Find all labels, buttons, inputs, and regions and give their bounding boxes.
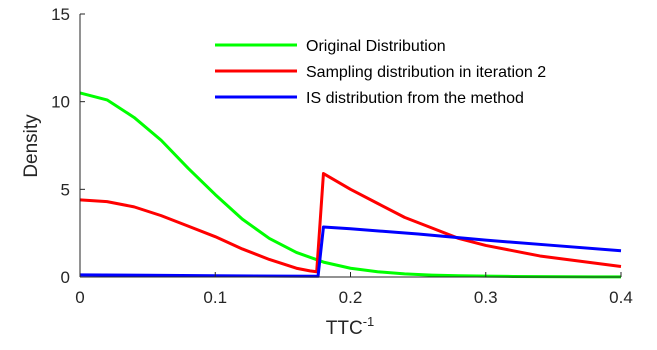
y-tick-label: 0 <box>61 268 70 287</box>
x-tick-label: 0 <box>75 288 84 307</box>
series-line-1 <box>79 91 621 279</box>
x-tick-label: 0.1 <box>203 288 227 307</box>
x-axis-ticks: 0 0.1 0.2 0.3 0.4 <box>75 272 633 307</box>
y-tick-label: 15 <box>51 5 70 24</box>
y-tick-label: 10 <box>51 93 70 112</box>
legend-entry-2: Sampling distribution in iteration 2 <box>306 64 546 81</box>
x-tick-label: 0.3 <box>474 288 498 307</box>
y-axis-ticks: 0 5 10 15 <box>51 5 85 287</box>
x-tick-label: 0.4 <box>609 288 633 307</box>
y-tick-label: 5 <box>61 180 70 199</box>
legend-entry-1: Original Distribution <box>306 38 446 55</box>
y-axis-label: Density <box>21 114 42 178</box>
x-tick-label: 0.2 <box>339 288 363 307</box>
x-axis-label: TTC-1 <box>326 314 375 339</box>
series-line-3 <box>79 225 622 278</box>
series-layer <box>79 91 622 279</box>
series-line-2 <box>79 172 622 274</box>
legend-entry-3: IS distribution from the method <box>306 90 524 107</box>
x-axis-label-superscript: -1 <box>363 314 375 329</box>
plot-area: 0 0.1 0.2 0.3 0.4 0 5 10 15 <box>51 5 633 307</box>
legend: Original Distribution Sampling distributi… <box>215 38 546 107</box>
